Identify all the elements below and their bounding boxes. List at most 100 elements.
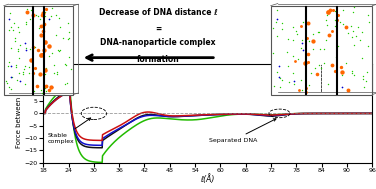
Point <box>315 31 321 34</box>
Point <box>364 70 370 73</box>
Point <box>340 8 346 11</box>
Point <box>67 30 73 33</box>
Text: DNA-nanoparticle complex: DNA-nanoparticle complex <box>100 38 216 47</box>
Point <box>37 55 43 58</box>
Y-axis label: Force between DNA: Force between DNA <box>16 79 22 148</box>
Point <box>317 47 323 50</box>
Point <box>37 17 43 20</box>
Point <box>363 80 369 83</box>
Point <box>56 50 62 53</box>
Point <box>43 8 49 11</box>
Point <box>10 29 16 32</box>
Point <box>38 25 44 28</box>
Point <box>26 66 32 69</box>
Point <box>276 65 282 68</box>
Point <box>332 19 338 22</box>
Point <box>310 39 316 42</box>
Point <box>305 21 311 24</box>
Point <box>276 76 282 79</box>
Point <box>49 51 55 54</box>
Point <box>335 18 341 21</box>
Point <box>36 26 42 29</box>
Point <box>329 30 335 33</box>
Point <box>3 79 9 82</box>
Point <box>39 12 45 15</box>
Point <box>17 43 23 46</box>
Point <box>7 11 13 14</box>
Point <box>312 66 318 69</box>
Point <box>33 85 39 88</box>
X-axis label: ℓ(Å): ℓ(Å) <box>200 174 215 184</box>
Point <box>306 40 312 43</box>
Point <box>294 32 300 35</box>
Point <box>16 56 22 59</box>
Point <box>38 89 44 92</box>
Point <box>16 71 22 74</box>
Point <box>23 41 29 44</box>
Point <box>291 83 297 86</box>
Point <box>273 17 279 20</box>
Point <box>310 48 316 51</box>
Point <box>33 13 39 16</box>
Point <box>329 64 335 67</box>
Point <box>325 10 331 13</box>
Point <box>298 79 304 82</box>
Point <box>65 38 71 41</box>
Point <box>24 8 30 11</box>
Point <box>62 82 68 85</box>
Point <box>298 46 304 49</box>
Point <box>6 85 12 88</box>
Point <box>343 25 349 28</box>
Point <box>20 70 26 73</box>
Point <box>339 71 345 74</box>
Point <box>359 31 365 34</box>
Text: Stable
complex: Stable complex <box>47 118 91 144</box>
Point <box>323 18 329 21</box>
Point <box>324 23 330 26</box>
Point <box>8 26 14 29</box>
Point <box>6 60 12 64</box>
Point <box>62 63 68 66</box>
Point <box>65 22 71 25</box>
Point <box>279 27 285 30</box>
Point <box>306 83 312 86</box>
Point <box>361 78 367 81</box>
Point <box>15 48 21 51</box>
Point <box>41 23 47 26</box>
Point <box>365 14 371 17</box>
Point <box>349 72 355 75</box>
Point <box>41 49 47 52</box>
Point <box>339 85 345 88</box>
Point <box>35 14 41 17</box>
Point <box>308 72 314 75</box>
Point <box>327 9 333 12</box>
Point <box>335 45 341 48</box>
Point <box>54 70 60 73</box>
Point <box>359 56 365 59</box>
Point <box>22 83 28 86</box>
Point <box>8 65 14 68</box>
Point <box>28 8 34 11</box>
Point <box>13 65 19 68</box>
Point <box>330 8 336 11</box>
Point <box>24 10 30 13</box>
Point <box>345 32 351 35</box>
Point <box>338 66 344 69</box>
Point <box>349 70 355 73</box>
Point <box>325 83 331 86</box>
Point <box>314 73 320 76</box>
Point <box>310 33 316 36</box>
Point <box>300 21 306 24</box>
Point <box>64 82 70 85</box>
Point <box>32 45 38 48</box>
Point <box>40 29 46 33</box>
Point <box>27 59 33 62</box>
Point <box>316 63 322 66</box>
Point <box>285 64 291 67</box>
Point <box>300 49 306 52</box>
Point <box>343 61 349 64</box>
Point <box>51 63 57 66</box>
Point <box>321 61 327 64</box>
Point <box>30 14 36 17</box>
Point <box>9 76 15 79</box>
